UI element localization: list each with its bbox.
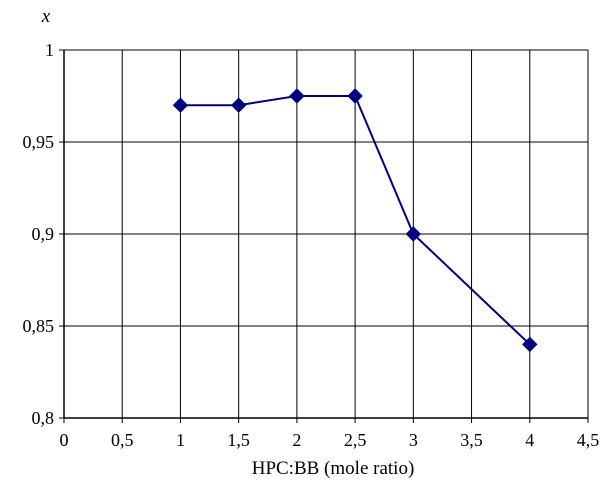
data-point-marker <box>405 226 422 242</box>
data-point-marker <box>522 336 538 353</box>
axes <box>59 49 589 423</box>
x-tick-label: 0 <box>60 430 69 450</box>
x-tick-label: 2,5 <box>344 430 367 450</box>
y-axis-label: x <box>41 6 51 27</box>
data-point-marker <box>172 97 189 113</box>
data-point-marker <box>230 97 247 113</box>
x-tick-label: 1,5 <box>227 430 250 450</box>
x-tick-label: 3,5 <box>460 430 483 450</box>
x-tick-label: 0,5 <box>111 430 134 450</box>
data-point-marker <box>347 88 363 104</box>
grid <box>64 49 589 418</box>
y-tick-label: 0,95 <box>23 132 55 152</box>
series-group <box>172 88 538 353</box>
x-tick-label: 2 <box>292 430 301 450</box>
series-line <box>180 95 531 346</box>
x-tick-label: 1 <box>176 430 185 450</box>
y-tick-label: 0,8 <box>32 408 55 428</box>
x-axis-label: HPC:BB (mole ratio) <box>252 458 415 479</box>
y-tick-labels: 0,8 0,85 0,9 0,95 1 <box>23 40 55 428</box>
x-tick-label: 4 <box>525 430 534 450</box>
data-point-marker <box>289 88 305 104</box>
x-tick-label: 3 <box>409 430 418 450</box>
y-tick-label: 0,9 <box>32 224 55 244</box>
y-tick-label: 0,85 <box>23 316 55 336</box>
x-tick-label: 4,5 <box>577 430 600 450</box>
x-tick-labels: 0 0,5 1 1,5 2 2,5 3 3,5 4 4,5 <box>60 430 600 450</box>
y-tick-label: 1 <box>45 40 54 60</box>
